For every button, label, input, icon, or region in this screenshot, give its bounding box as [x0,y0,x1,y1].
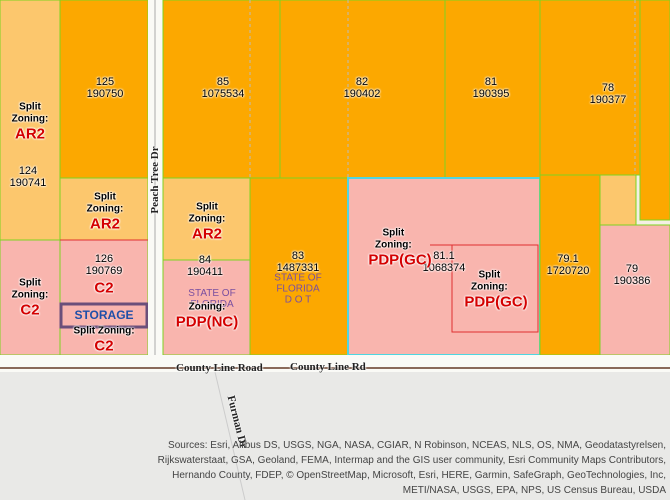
road-label: County Line Road [176,362,263,374]
label-text: Zoning: [188,301,226,313]
parcel [539,0,641,176]
label-text: 190402 [343,88,381,100]
parcel [59,0,149,179]
label-text: 190750 [86,88,124,100]
label-text: 79 [625,263,639,275]
owner-label: STATE OF FLORIDA [188,288,236,310]
road [214,371,246,500]
owner-label: STATE OF FLORIDA D O T [263,273,333,306]
label-text: 81 [484,76,498,88]
label-text: 81.1 [433,250,455,262]
zoning-label: Split Zoning: C2 [5,278,55,319]
label-text: Split Zoning: [11,101,49,125]
parcel [0,239,61,356]
zoning-label: Split Zoning: AR2 [5,102,55,143]
label-text: 84 [198,254,212,266]
label-text: 1487331 [276,262,320,274]
label-text: AR2 [89,215,120,233]
zoning-label: Split Zoning: C2 [73,326,134,355]
road-label: Peach Tree Dr [149,146,161,214]
label-text: 85 [216,76,230,88]
zoning-label: Split Zoning: AR2 [80,192,130,233]
parcel-label: 126 190769 [86,253,123,277]
parcel-label: 85 1075534 [202,76,245,100]
parcel [451,244,539,333]
owner-label: STORAGE [74,308,134,322]
label-text: PDP(GC) [464,293,528,311]
parcel [599,224,670,356]
parcel-label: 81 190395 [473,76,510,100]
attribution: Sources: Esri, Airbus DS, USGS, NGA, NAS… [157,440,666,496]
label-text: 1720720 [546,265,590,277]
zoning-label: Zoning: PDP(NC) [176,302,239,331]
label-text: 190386 [613,275,651,287]
label-text: PDP(NC) [175,313,239,331]
label-text: 190741 [9,177,47,189]
label-text: AR2 [14,125,45,143]
parcel [162,259,251,356]
label-text: AR2 [191,225,222,243]
label-text: 83 [291,250,305,262]
label-text: 190769 [85,265,123,277]
label-text: 124 [18,165,38,177]
parcel-label: 78 190377 [590,82,627,106]
label-text: Split Zoning: [73,325,135,337]
label-text: C2 [94,279,114,297]
parcel [347,177,541,356]
parcel-label: 79.1 1720720 [547,253,590,277]
label-text: STATE OF FLORIDA [274,272,322,295]
parcel-label: 83 1487331 [277,250,320,274]
label-text: 1068374 [422,262,466,274]
parcel [162,0,281,179]
parcel-label: 79 190386 [614,263,651,287]
label-text: 125 [95,76,115,88]
label-text: C2 [20,301,40,319]
building [59,302,149,329]
label-text: 78 [601,82,615,94]
parcel [639,0,670,221]
parcel-label: 124 190741 [10,165,47,189]
zoning-label: C2 [94,280,113,297]
label-text: Split Zoning: [86,191,124,215]
zoning-label: Split Zoning: PDP(GC) [368,228,431,269]
label-text: C2 [94,337,114,355]
parcel-label: 125 190750 [87,76,124,100]
parcel [599,174,637,226]
label-text: Split Zoning: [11,277,49,301]
parcel [444,0,541,179]
label-text: 1075534 [201,88,245,100]
label-text: 79.1 [557,253,579,265]
road-label: County Line Rd [290,361,366,373]
label-text: Split Zoning: [471,269,508,293]
label-text: 126 [94,253,114,265]
zoning-label: Split Zoning: PDP(GC) [464,270,527,311]
label-text: 190411 [187,266,223,278]
parcel-label: 84 190411 [187,254,223,278]
label-text: 190377 [589,94,627,106]
label-text: Split Zoning: [188,201,226,225]
zoning-label: Split Zoning: AR2 [182,202,232,243]
parcel-label: 82 190402 [344,76,381,100]
label-text: D O T [284,294,312,306]
parcel-label: 81.1 1068374 [423,250,466,274]
parcel [162,177,251,261]
parcel [0,0,61,241]
label-text: 82 [355,76,369,88]
label-text: PDP(GC) [368,251,432,269]
label-text: Split Zoning: [375,227,412,251]
label-text: 190395 [472,88,510,100]
